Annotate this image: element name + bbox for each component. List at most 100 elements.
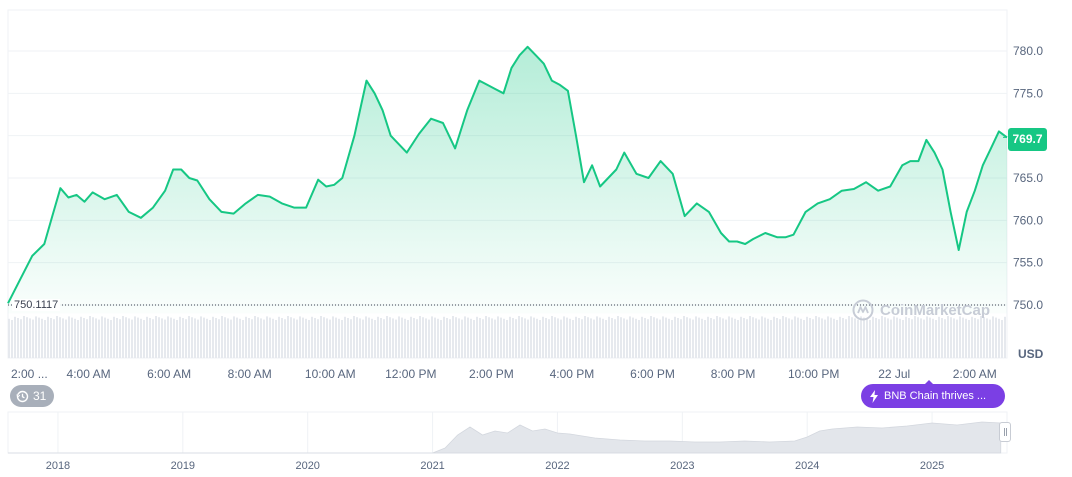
volume-bar: [167, 316, 169, 358]
volume-bar: [752, 317, 754, 358]
events-history-button[interactable]: 31: [10, 385, 55, 407]
volume-bar: [713, 319, 715, 358]
volume-bar: [590, 318, 592, 358]
volume-bar: [584, 316, 586, 358]
current-price-badge: 769.7: [1008, 128, 1047, 151]
x-tick-label: 22 Jul: [878, 367, 910, 381]
volume-bar: [389, 317, 391, 358]
volume-bar: [593, 319, 595, 358]
volume-bar: [410, 316, 412, 358]
volume-bar: [137, 317, 139, 358]
volume-bar: [605, 320, 607, 358]
price-line: [7, 45, 1008, 304]
x-tick-label: 6:00 PM: [630, 367, 675, 381]
volume-bar: [221, 316, 223, 358]
volume-bar: [32, 319, 34, 358]
currency-label: USD: [1018, 347, 1044, 361]
volume-bar: [692, 319, 694, 358]
volume-bar: [329, 319, 331, 358]
volume-bar: [185, 319, 187, 358]
volume-bar: [533, 317, 535, 358]
volume-bar: [905, 316, 907, 358]
volume-bar: [170, 317, 172, 358]
volume-bar: [104, 317, 106, 358]
volume-bar: [248, 318, 250, 358]
x-tick-label: 2:00 PM: [469, 367, 514, 381]
volume-bar: [626, 319, 628, 358]
volume-bar: [767, 318, 769, 358]
volume-bar: [737, 320, 739, 358]
volume-bar: [188, 316, 190, 358]
volume-bar: [686, 317, 688, 358]
volume-bar: [323, 317, 325, 358]
volume-bar: [377, 316, 379, 358]
volume-bar: [92, 317, 94, 358]
overview-area: [8, 421, 1002, 454]
volume-bar: [929, 317, 931, 358]
volume-bar: [59, 317, 61, 358]
volume-bar: [488, 317, 490, 358]
volume-bar: [326, 318, 328, 358]
volume-bar: [20, 319, 22, 358]
volume-bar: [977, 319, 979, 358]
volume-bar: [368, 317, 370, 358]
volume-bar: [17, 318, 19, 358]
x-tick-label: 10:00 AM: [305, 367, 356, 381]
volume-bar: [902, 320, 904, 358]
volume-bar: [359, 318, 361, 358]
news-event-pill[interactable]: BNB Chain thrives ...: [861, 384, 1005, 408]
volume-bar: [146, 316, 148, 358]
volume-bar: [41, 318, 43, 358]
volume-bar: [71, 317, 73, 358]
volume-bar: [215, 318, 217, 358]
volume-bar: [530, 316, 532, 358]
volume-bar: [632, 317, 634, 358]
volume-bar: [824, 319, 826, 358]
volume-bar: [62, 318, 64, 358]
volume-bar: [269, 317, 271, 358]
volume-bar: [314, 318, 316, 358]
volume-bar: [80, 316, 82, 358]
volume-bar: [497, 316, 499, 358]
volume-bar: [206, 318, 208, 358]
volume-bar: [566, 317, 568, 358]
volume-bar: [557, 318, 559, 358]
volume-bar: [950, 317, 952, 358]
volume-bar: [365, 316, 367, 358]
volume-bar: [782, 316, 784, 358]
range-slider-handle[interactable]: [999, 422, 1011, 442]
volume-bar: [254, 316, 256, 358]
volume-bar: [29, 318, 31, 358]
volume-bar: [860, 316, 862, 358]
volume-bar: [764, 317, 766, 358]
volume-bar: [347, 318, 349, 358]
volume-bar: [263, 319, 265, 358]
volume-bar: [74, 318, 76, 358]
volume-bar: [53, 319, 55, 358]
volume-bar: [680, 319, 682, 358]
volume-bar: [806, 316, 808, 358]
volume-bar: [467, 317, 469, 358]
news-marker-pointer: [925, 380, 933, 384]
coinmarketcap-watermark: CoinMarketCap: [852, 299, 990, 321]
volume-bar: [614, 319, 616, 358]
volume-bar: [374, 320, 376, 358]
overview-year-label: 2018: [46, 460, 70, 472]
volume-bar: [35, 316, 37, 358]
volume-bar: [383, 319, 385, 358]
volume-bar: [419, 316, 421, 358]
y-tick-label: 780.0: [1013, 44, 1043, 58]
volume-bar: [656, 318, 658, 358]
volume-bar: [26, 317, 28, 358]
volume-bar: [272, 318, 274, 358]
volume-bar: [665, 317, 667, 358]
volume-bar: [194, 318, 196, 358]
volume-bar: [803, 320, 805, 358]
volume-bar: [872, 316, 874, 358]
volume-bar: [545, 318, 547, 358]
volume-bar: [521, 317, 523, 358]
volume-bar: [770, 320, 772, 358]
volume-bar: [845, 319, 847, 358]
volume-bar: [704, 320, 706, 358]
